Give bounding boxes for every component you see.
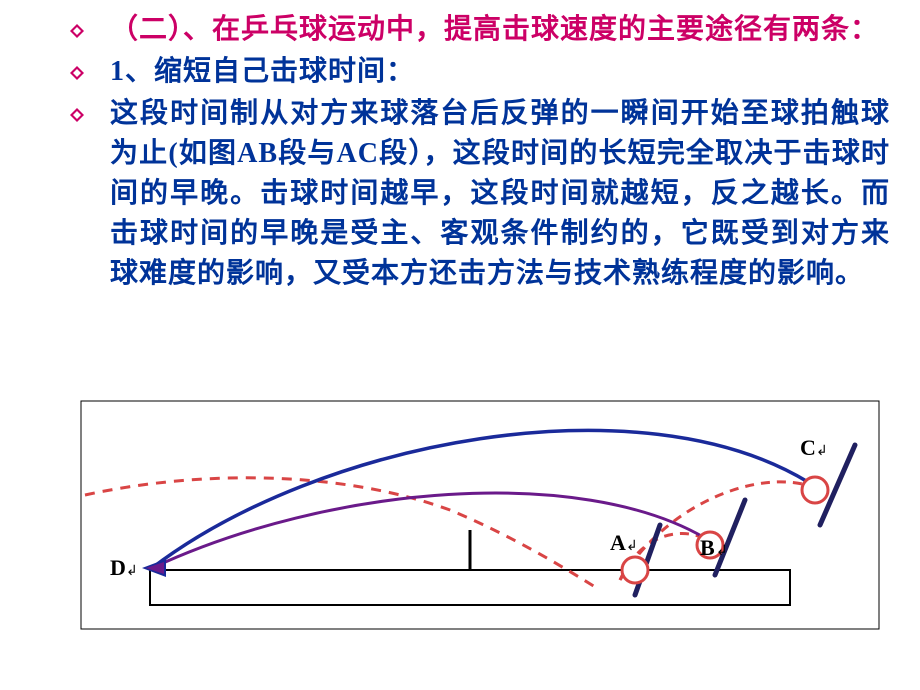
svg-text:↲: ↲ (126, 564, 138, 579)
svg-text:↲: ↲ (816, 444, 828, 459)
trajectory-diagram: D↲A↲B↲C↲ (80, 400, 880, 630)
svg-text:B: B (700, 535, 715, 560)
bullet-diamond-2 (70, 52, 110, 80)
svg-text:D: D (110, 555, 126, 580)
bullet-row-1: （二）、在乒乓球运动中，提高击球速度的主要途径有两条： (70, 10, 890, 50)
bullet-diamond-1 (70, 10, 110, 38)
svg-text:↲: ↲ (716, 544, 728, 559)
bullet-row-3: 这段时间制从对方来球落台后反弹的一瞬间开始至球拍触球为止(如图AB段与AC段），… (70, 94, 890, 294)
heading-1: （二）、在乒乓球运动中，提高击球速度的主要途径有两条： (110, 10, 879, 50)
heading-2: 1、缩短自己击球时间： (110, 52, 415, 92)
bullet-diamond-3 (70, 94, 110, 122)
svg-text:C: C (800, 435, 816, 460)
svg-text:↲: ↲ (626, 539, 638, 554)
body-paragraph: 这段时间制从对方来球落台后反弹的一瞬间开始至球拍触球为止(如图AB段与AC段），… (110, 94, 890, 294)
bullet-row-2: 1、缩短自己击球时间： (70, 52, 890, 92)
svg-text:A: A (610, 530, 626, 555)
